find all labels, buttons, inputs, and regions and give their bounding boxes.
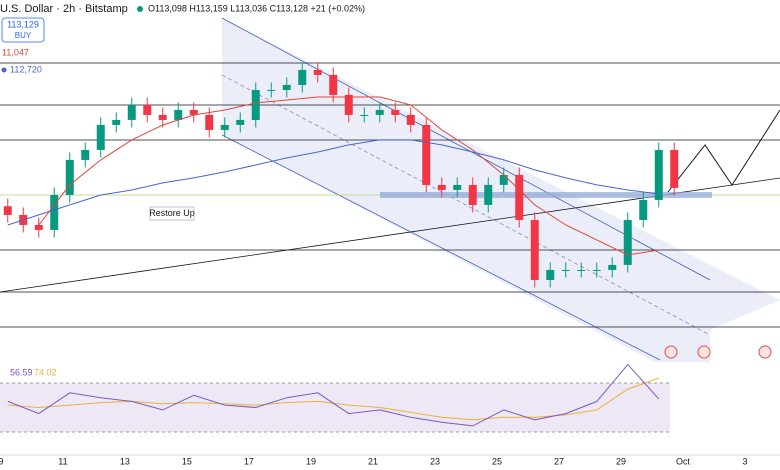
candle-body — [81, 149, 90, 160]
rsi-label: 56.59 — [10, 367, 33, 377]
candle-body — [515, 174, 524, 220]
zone — [380, 192, 712, 198]
candle-body — [391, 109, 400, 115]
x-tick-label: 19 — [306, 456, 316, 466]
x-tick-label: 13 — [120, 456, 130, 466]
rsi-ma-label: 74.02 — [34, 367, 57, 377]
candle-body — [282, 84, 291, 90]
candle-body — [127, 104, 136, 120]
events — [664, 345, 772, 359]
x-tick-label: Oct — [676, 456, 691, 466]
candle-body — [639, 199, 648, 220]
x-tick-label: 3 — [742, 456, 747, 466]
candle-body — [267, 89, 276, 91]
candle-body — [65, 159, 74, 195]
buy-label[interactable]: BUY — [15, 31, 32, 40]
x-tick-label: 15 — [182, 456, 192, 466]
candle-body — [298, 69, 307, 85]
candle-body — [220, 124, 229, 130]
x-tick-label: 25 — [492, 456, 502, 466]
candle-body — [236, 119, 245, 125]
candle-body — [499, 174, 508, 185]
rsi-band — [0, 383, 670, 432]
candle-body — [453, 184, 462, 190]
candle-body — [34, 224, 43, 230]
annotation-box — [149, 206, 195, 221]
candle-body — [484, 184, 493, 205]
moving-average — [38, 96, 659, 256]
ma-label: 112,720 — [10, 64, 42, 74]
candle-body — [561, 269, 570, 271]
moving-average — [7, 139, 659, 226]
channel-mid — [221, 74, 711, 336]
candle-body — [406, 114, 415, 125]
ma-label: 11,047 — [2, 47, 29, 57]
candle-body — [251, 89, 260, 120]
candle-body — [329, 74, 338, 95]
ohlc: O113,098 H113,159 L113,036 C113,128 +21 … — [148, 3, 365, 13]
header: U.S. Dollar · 2h · Bitstamp — [0, 3, 128, 15]
candle-body — [623, 219, 632, 265]
candle-body — [577, 269, 586, 271]
candle-body — [608, 264, 617, 270]
x-tick-label: 29 — [616, 456, 626, 466]
x-tick-label: 21 — [368, 456, 378, 466]
projection — [667, 109, 780, 193]
candle-body — [50, 194, 59, 230]
candle-body — [3, 206, 12, 215]
annotation: Restore Up — [149, 208, 195, 218]
candle-body — [468, 184, 477, 205]
buy-button[interactable] — [1, 17, 45, 43]
candle-body — [592, 269, 601, 271]
candle-body — [313, 69, 322, 75]
ma-dot — [1, 67, 7, 73]
candle-body — [174, 109, 183, 120]
channel-edge — [221, 134, 661, 361]
candle-body — [96, 124, 105, 150]
buy-price[interactable]: 113,129 — [7, 19, 39, 29]
candle-body — [654, 149, 663, 200]
x-tick-label: 9 — [0, 456, 3, 466]
candle-body — [670, 149, 679, 188]
x-tick-label: 23 — [430, 456, 440, 466]
x-tick-label: 11 — [58, 456, 67, 466]
candle-body — [205, 114, 214, 130]
candle-body — [158, 114, 167, 120]
candle-body — [437, 184, 446, 190]
candle-body — [546, 269, 555, 280]
candle-body — [530, 219, 539, 280]
candle-body — [344, 94, 353, 115]
candle-body — [112, 119, 121, 125]
status-dot — [137, 6, 143, 12]
x-tick-label: 27 — [554, 456, 564, 466]
x-tick-label: 17 — [244, 456, 254, 466]
candle-body — [143, 104, 152, 115]
candle-body — [422, 124, 431, 185]
candle-body — [360, 114, 369, 116]
candle-body — [375, 109, 384, 115]
rsi — [7, 363, 660, 427]
candle-body — [189, 109, 198, 115]
